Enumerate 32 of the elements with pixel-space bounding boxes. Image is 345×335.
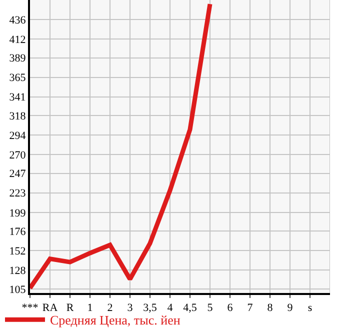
line-series: [30, 2, 212, 290]
y-tick-label: 436: [9, 14, 26, 26]
x-tick-label: 4: [167, 302, 174, 314]
x-tick-label: 3: [127, 302, 134, 314]
x-tick-label: 3,5: [143, 302, 158, 314]
y-tick-label: 412: [9, 34, 26, 46]
x-tick-label: 1: [87, 302, 93, 314]
y-tick-label: 318: [9, 110, 26, 122]
y-tick-label: 341: [9, 92, 26, 104]
y-tick-label: 128: [9, 265, 26, 278]
y-tick-label: 247: [9, 168, 26, 180]
x-tick-label: R: [66, 302, 74, 314]
y-tick-label: 152: [9, 246, 26, 258]
x-tick-label: 4,5: [183, 302, 198, 314]
x-tick-label: ***: [22, 302, 38, 314]
y-tick-label: 176: [9, 226, 26, 238]
y-tick-label: 389: [9, 52, 26, 65]
x-tick-label: 9: [287, 302, 294, 314]
x-tick-label: 7: [247, 302, 254, 314]
y-tick-label: 199: [9, 207, 26, 220]
x-tick-label: RA: [42, 302, 58, 314]
x-tick-label: 2: [107, 302, 113, 314]
x-tick-label: 8: [267, 302, 274, 314]
legend-label: Средняя Цена, тыс. йен: [50, 312, 180, 328]
y-tick-label: 294: [9, 130, 26, 142]
y-tick-label: 105: [9, 284, 26, 296]
y-tick-label: 223: [9, 188, 26, 200]
y-tick-label: 365: [9, 72, 26, 84]
x-tick-label: s: [308, 302, 312, 314]
x-tick-label: 6: [227, 302, 234, 314]
x-tick-label: 5: [207, 302, 214, 314]
y-tick-label: 270: [9, 149, 26, 162]
